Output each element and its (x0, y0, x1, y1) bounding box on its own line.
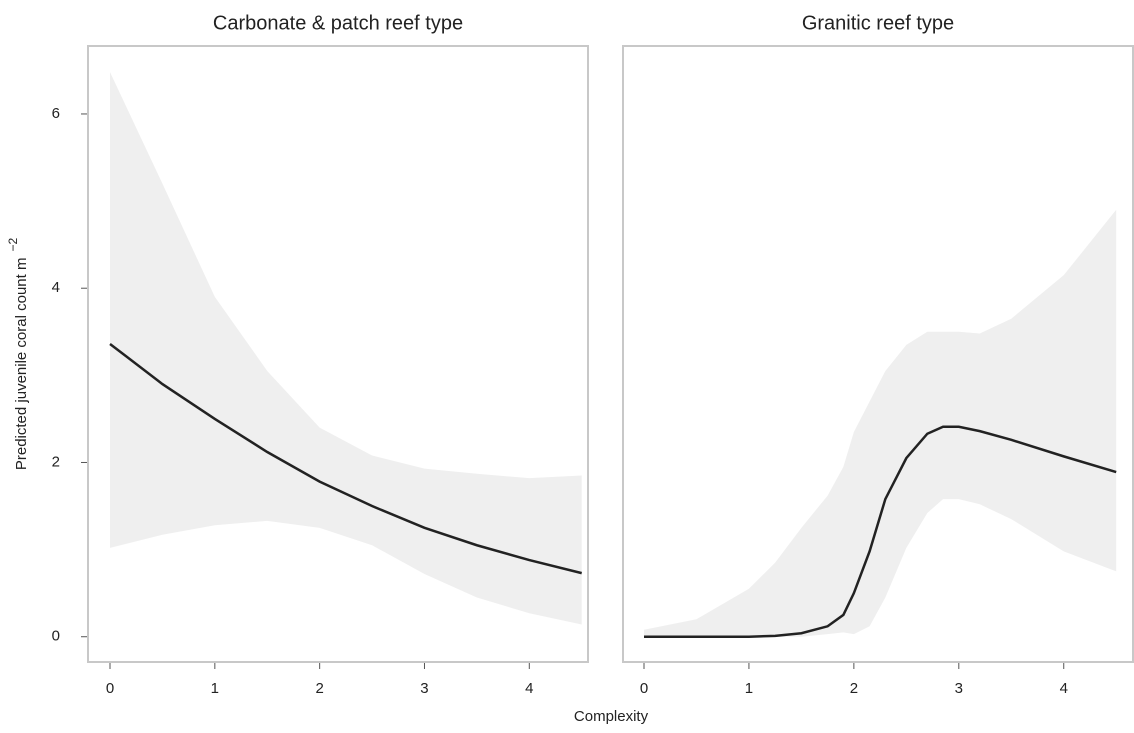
y-axis-label: Predicted juvenile coral count m −2 (6, 238, 30, 471)
panel-title: Carbonate & patch reef type (213, 12, 463, 34)
panel-frame (87, 45, 589, 663)
y-tick-label: 4 (52, 279, 60, 296)
x-tick-label: 0 (106, 680, 114, 697)
y-axis-label-text: Predicted juvenile coral count m (13, 258, 30, 471)
y-tick-label: 6 (52, 105, 60, 122)
x-tick-label: 0 (640, 680, 648, 697)
y-tick-label: 0 (52, 628, 60, 645)
x-axis-label: Complexity (574, 708, 649, 725)
y-tick-label: 2 (52, 453, 60, 470)
x-tick-label: 4 (1060, 680, 1068, 697)
x-tick-label: 2 (850, 680, 858, 697)
x-tick-label: 3 (420, 680, 428, 697)
confidence-band (110, 72, 582, 625)
y-axis-label-exponent: −2 (6, 238, 20, 252)
x-tick-label: 2 (315, 680, 323, 697)
panel-title: Granitic reef type (802, 12, 954, 34)
x-tick-label: 4 (525, 680, 533, 697)
line (643, 425, 1117, 638)
x-tick-label: 3 (955, 680, 963, 697)
x-tick-label: 1 (211, 680, 219, 697)
confidence-band (643, 209, 1117, 637)
line (109, 342, 583, 575)
panel-frame (622, 45, 1134, 663)
x-tick-label: 1 (745, 680, 753, 697)
